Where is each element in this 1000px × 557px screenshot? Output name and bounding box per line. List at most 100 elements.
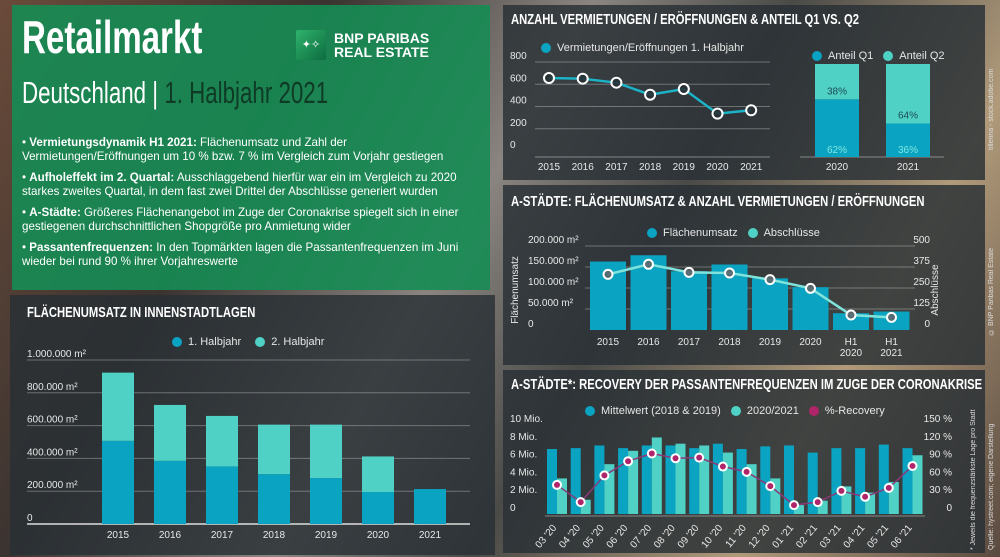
x-tick-label: 2020 (367, 530, 390, 541)
x-tick-label: 2021 (419, 530, 442, 541)
x-tick-label: 2015 (538, 162, 561, 173)
y2-axis-label: Abschlüsse (930, 264, 941, 316)
x-tick-label: 01 '21 (771, 523, 797, 551)
recovery-point (670, 453, 681, 464)
y-tick-label: 100.000 m² (528, 277, 579, 288)
recovery-point (575, 497, 586, 508)
y-tick-label: 10 Mio. (510, 414, 543, 425)
bar-mittelwert (902, 448, 913, 514)
legend-dot-icon (541, 43, 551, 53)
y-tick-label: 2 Mio. (510, 485, 537, 496)
y-tick-label: 600.000 m² (27, 415, 78, 426)
y-tick-label: 8 Mio. (510, 432, 537, 443)
recovery-point (812, 497, 823, 508)
legend-label: Anteil Q1 (828, 50, 874, 62)
bar-h1 (414, 489, 446, 524)
y-tick-label: 1.000.000 m² (27, 349, 87, 360)
bar-2020-2021 (722, 452, 733, 514)
y-tick-label: 150.000 m² (528, 256, 579, 267)
bar-2020-2021 (817, 500, 828, 514)
bar-2020-2021 (794, 505, 804, 514)
legend-label: Vermietungen/Eröffnungen 1. Halbjahr (557, 42, 744, 54)
x-tick-label: 10 '20 (699, 523, 725, 551)
legend-dot-icon (747, 228, 758, 238)
legend-label: 2. Halbjahr (271, 336, 325, 348)
abschluesse-point (683, 266, 695, 278)
bar-mittelwert (878, 444, 889, 514)
bar-h2 (310, 424, 342, 479)
chart-title-astaedte: A-STÄDTE: FLÄCHENUMSATZ & ANZAHL VERMIET… (511, 193, 925, 210)
bullet-item: • Aufholeffekt im 2. Quartal: Ausschlagg… (22, 171, 457, 198)
legend-label: Anteil Q2 (899, 50, 945, 62)
bullet-heading: A-Städte: (29, 206, 81, 219)
data-label-q1: 62% (827, 145, 847, 156)
x-tick-label: H1 (885, 337, 898, 348)
y-tick-label: 0 (528, 319, 534, 330)
stars-logo-icon: ✦✧ (296, 30, 326, 60)
x-tick-label: 2017 (678, 337, 701, 348)
x-tick-label: 04 '21 (842, 523, 868, 551)
y-tick-label: 6 Mio. (510, 450, 537, 461)
x-tick-label: 06 '21 (889, 523, 915, 551)
x-tick-label: 06 '20 (605, 523, 631, 551)
y-tick-label: 800.000 m² (27, 382, 78, 393)
recovery-point (883, 482, 894, 493)
bar-h2 (362, 456, 394, 493)
y2-tick-label: 500 (913, 235, 930, 246)
x-tick-label: 2021 (880, 348, 903, 359)
vermietungen-point (677, 83, 690, 96)
bar-mittelwert (736, 449, 747, 514)
bar-h1 (258, 474, 290, 524)
x-tick-label: 12 '20 (747, 523, 773, 551)
y2-tick-label: 120 % (924, 432, 952, 443)
x-tick-label: 09 '20 (676, 523, 702, 551)
bullet-item: • Vermietungsdynamik H1 2021: Flächenums… (22, 136, 444, 163)
recovery-point (599, 470, 610, 481)
vermietungen-point (644, 88, 657, 101)
x-tick-label: 2018 (263, 530, 286, 541)
subtitle-country: Deutschland (22, 75, 147, 110)
bar-2020-2021 (912, 455, 923, 514)
y2-tick-label: 0 (924, 319, 930, 330)
bar-q1 (886, 123, 930, 157)
x-tick-label: 2016 (572, 162, 595, 173)
x-tick-label: 03 '20 (534, 523, 560, 551)
abschluesse-point (805, 282, 816, 294)
x-tick-label: 2020 (706, 162, 729, 173)
bar-2020-2021 (628, 450, 639, 514)
x-tick-label: 2021 (897, 162, 920, 173)
legend-dot-icon (172, 337, 182, 347)
bullet-text: Ausschlaggebend hierfür war ein im Vergl… (22, 171, 457, 198)
bar-mittelwert (831, 448, 842, 514)
bullet-heading: Passantenfrequenzen: (29, 241, 153, 254)
x-tick-label: 2019 (759, 337, 782, 348)
bar-mittelwert (855, 448, 866, 514)
x-tick-label: 05 '21 (865, 523, 891, 551)
subtitle-period: 1. Halbjahr 2021 (164, 75, 329, 110)
bar-mittelwert (712, 443, 723, 514)
bar-mittelwert (641, 445, 652, 514)
recovery-point (860, 491, 871, 502)
x-tick-label: 04 '20 (557, 523, 583, 551)
y2-tick-label: 90 % (929, 450, 952, 461)
y-tick-label: 0 (510, 503, 516, 514)
bar-2020-2021 (770, 478, 781, 514)
data-label-q1: 36% (898, 145, 918, 156)
recovery-point (789, 500, 799, 511)
legend-label: Mittelwert (2018 & 2019) (601, 405, 721, 417)
vermietungen-point (711, 107, 724, 120)
y2-tick-label: 150 % (924, 414, 952, 425)
page-subtitle: Deutschland | 1. Halbjahr 2021 (22, 75, 328, 111)
x-tick-label: 03 '21 (818, 523, 844, 551)
abschluesse-point (764, 274, 776, 286)
bullet-item: • A-Städte: Größeres Flächenangebot im Z… (22, 206, 459, 233)
bullet-item: • Passantenfrequenzen: In den Topmärkten… (22, 241, 459, 268)
bar-2020-2021 (604, 464, 615, 514)
legend-dot-icon (812, 51, 822, 61)
subtitle-separator: | (152, 75, 159, 110)
legend-recovery: Mittelwert (2018 & 2019) 2020/2021 %-Rec… (585, 405, 885, 417)
abschluesse-point (643, 258, 654, 270)
x-tick-label: 05 '20 (581, 523, 607, 551)
bar-mittelwert (760, 446, 771, 514)
bar-mittelwert (594, 445, 605, 514)
